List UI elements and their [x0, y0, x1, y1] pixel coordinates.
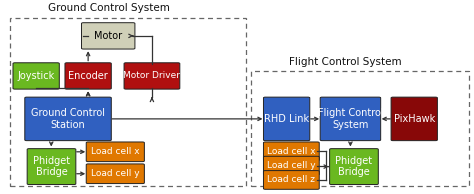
FancyBboxPatch shape: [264, 97, 310, 141]
Text: Ground Control
Station: Ground Control Station: [31, 108, 105, 130]
Text: Load cell x: Load cell x: [91, 147, 140, 156]
FancyBboxPatch shape: [391, 97, 438, 141]
Text: Load cell x: Load cell x: [267, 147, 316, 156]
Text: Flight Control System: Flight Control System: [289, 57, 401, 67]
Bar: [251, 71, 469, 186]
FancyBboxPatch shape: [264, 171, 319, 189]
Text: Load cell z: Load cell z: [267, 175, 315, 184]
FancyBboxPatch shape: [264, 142, 319, 161]
Text: Motor: Motor: [94, 31, 122, 41]
Text: Flight Control
System: Flight Control System: [318, 108, 383, 130]
FancyBboxPatch shape: [25, 97, 111, 141]
Bar: [10, 18, 246, 186]
Text: PixHawk: PixHawk: [393, 114, 435, 124]
FancyBboxPatch shape: [320, 97, 381, 141]
FancyBboxPatch shape: [329, 149, 378, 184]
FancyBboxPatch shape: [124, 63, 180, 89]
Text: Ground Control System: Ground Control System: [48, 3, 170, 13]
FancyBboxPatch shape: [264, 156, 319, 175]
FancyBboxPatch shape: [65, 63, 111, 89]
Text: Phidget
Bridge: Phidget Bridge: [33, 156, 70, 177]
Text: Phidget
Bridge: Phidget Bridge: [336, 156, 373, 177]
Text: RHD Link: RHD Link: [264, 114, 309, 124]
Text: Encoder: Encoder: [68, 71, 108, 81]
FancyBboxPatch shape: [82, 23, 135, 49]
Text: Joystick: Joystick: [18, 71, 55, 81]
Text: Load cell y: Load cell y: [267, 161, 316, 170]
FancyBboxPatch shape: [86, 142, 145, 162]
FancyBboxPatch shape: [86, 164, 145, 184]
FancyBboxPatch shape: [27, 149, 76, 184]
Text: Load cell y: Load cell y: [91, 169, 140, 178]
Text: Motor Driver: Motor Driver: [123, 71, 181, 81]
FancyBboxPatch shape: [13, 63, 59, 89]
